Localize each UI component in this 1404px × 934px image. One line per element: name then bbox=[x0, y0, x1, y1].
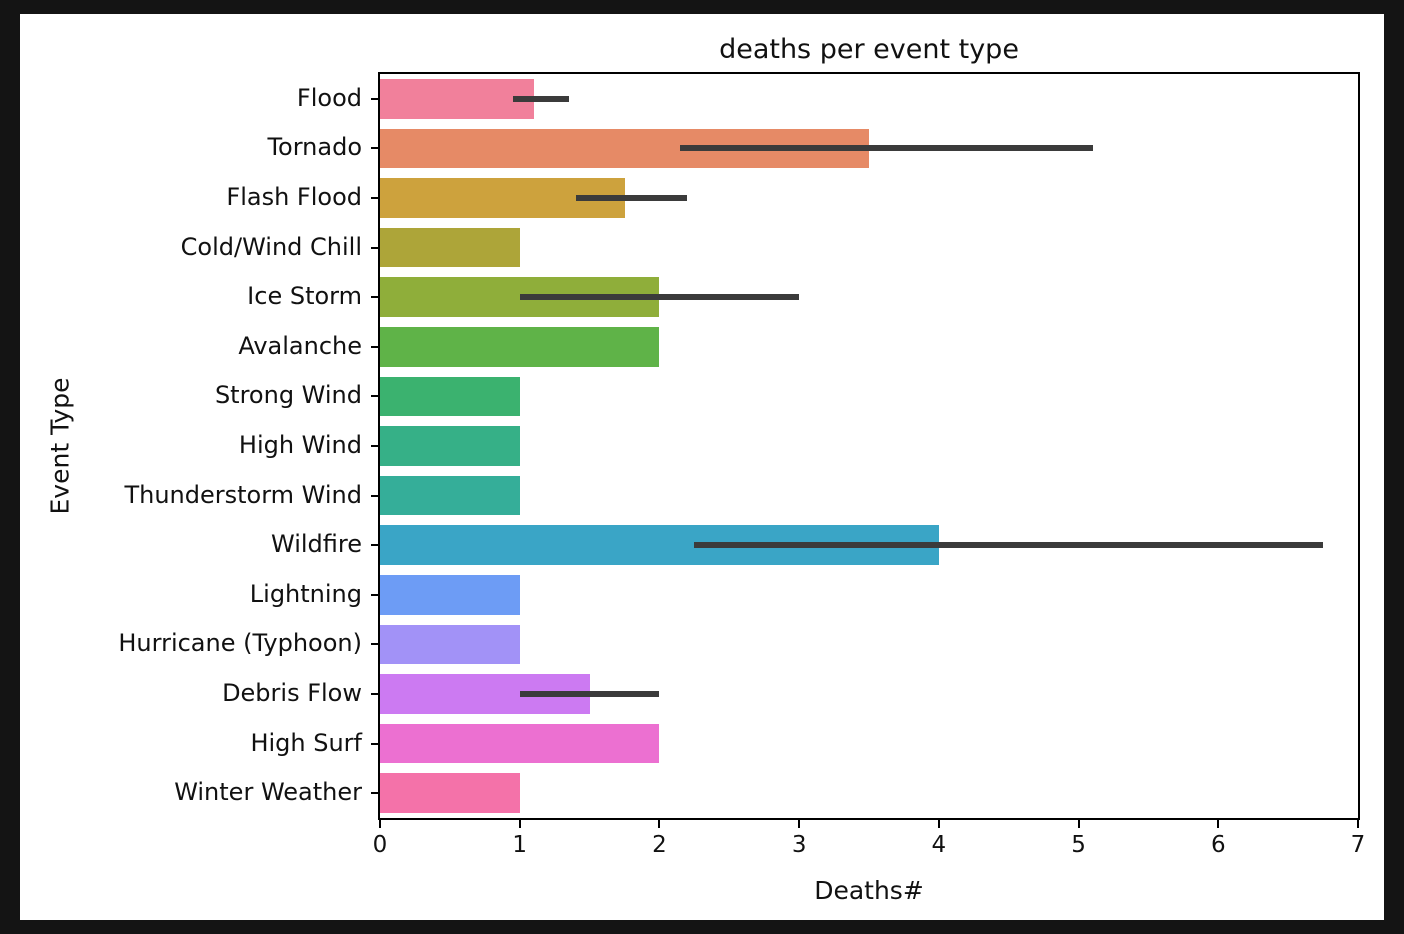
bar bbox=[380, 475, 520, 516]
y-tick-mark bbox=[371, 742, 379, 745]
bar bbox=[380, 78, 534, 119]
x-axis-label: Deaths# bbox=[814, 876, 924, 905]
plot-area bbox=[378, 72, 1360, 820]
y-tick-label: Lightning bbox=[249, 579, 362, 608]
y-tick-mark bbox=[371, 445, 379, 447]
y-tick-mark bbox=[371, 792, 379, 795]
x-tick-label: 6 bbox=[1210, 832, 1226, 858]
x-tick-mark bbox=[798, 820, 801, 828]
bar bbox=[380, 376, 520, 417]
y-tick-label: Strong Wind bbox=[214, 381, 362, 410]
x-tick-mark bbox=[1217, 820, 1220, 828]
y-tick-mark bbox=[371, 147, 379, 150]
bar bbox=[380, 426, 520, 466]
x-tick-label: 0 bbox=[372, 832, 388, 858]
error-bar bbox=[519, 691, 660, 697]
x-tick-label: 1 bbox=[512, 832, 528, 858]
y-tick-label: Winter Weather bbox=[174, 778, 362, 807]
y-tick-label: Hurricane (Typhoon) bbox=[118, 629, 362, 658]
x-tick-mark bbox=[379, 820, 381, 828]
x-tick-mark bbox=[518, 820, 521, 828]
y-tick-mark bbox=[371, 544, 379, 547]
error-bar bbox=[519, 294, 800, 301]
y-tick-mark bbox=[371, 693, 379, 695]
y-tick-label: High Surf bbox=[250, 728, 362, 757]
bar bbox=[380, 723, 660, 764]
y-tick-label: Debris Flow bbox=[222, 679, 362, 707]
y-tick-mark bbox=[371, 494, 379, 497]
error-bar bbox=[680, 145, 1093, 152]
y-tick-label: Flash Flood bbox=[226, 183, 362, 211]
y-tick-label: Avalanche bbox=[238, 331, 362, 360]
y-tick-label: High Wind bbox=[238, 431, 362, 459]
y-tick-mark bbox=[371, 643, 379, 646]
chart-title: deaths per event type bbox=[719, 34, 1019, 65]
y-tick-label: Wildfire bbox=[271, 530, 362, 559]
x-tick-mark bbox=[658, 820, 661, 828]
error-bar bbox=[694, 542, 1324, 549]
x-tick-mark bbox=[1357, 820, 1359, 828]
bar bbox=[380, 326, 660, 367]
bar bbox=[380, 773, 520, 814]
bar bbox=[380, 624, 520, 665]
y-tick-mark bbox=[371, 97, 379, 100]
x-tick-mark bbox=[937, 820, 940, 828]
x-tick-mark bbox=[1077, 820, 1080, 828]
y-tick-mark bbox=[371, 593, 379, 596]
y-tick-mark bbox=[371, 395, 379, 398]
x-tick-label: 7 bbox=[1350, 832, 1366, 858]
y-tick-label: Tornado bbox=[267, 133, 362, 162]
y-tick-mark bbox=[371, 246, 379, 249]
y-tick-label: Flood bbox=[296, 83, 362, 112]
error-bar bbox=[575, 195, 688, 201]
x-tick-label: 5 bbox=[1071, 832, 1086, 858]
y-tick-label: Ice Storm bbox=[247, 282, 362, 311]
bar bbox=[380, 227, 520, 268]
x-tick-label: 4 bbox=[931, 832, 947, 858]
y-tick-label: Cold/Wind Chill bbox=[180, 232, 362, 261]
y-tick-label: Thunderstorm Wind bbox=[124, 480, 362, 509]
y-tick-mark bbox=[371, 345, 379, 348]
x-tick-label: 3 bbox=[791, 832, 807, 858]
error-bar bbox=[512, 95, 569, 102]
y-tick-mark bbox=[371, 197, 379, 199]
figure: deaths per event type Deaths# Event Type… bbox=[20, 14, 1384, 920]
bar bbox=[380, 574, 520, 615]
x-tick-label: 2 bbox=[652, 832, 667, 858]
y-tick-mark bbox=[371, 296, 379, 299]
